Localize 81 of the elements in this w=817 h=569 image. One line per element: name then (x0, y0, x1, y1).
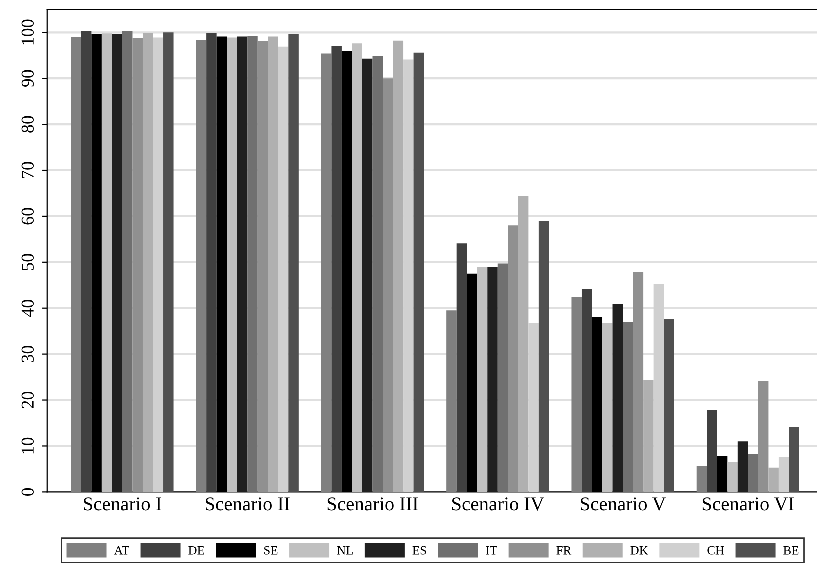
y-tick-label: 0 (22, 488, 34, 496)
bar (758, 380, 769, 492)
bar (477, 267, 488, 492)
bar (633, 272, 644, 492)
bar (268, 36, 278, 492)
x-tick-label: Scenario II (206, 498, 290, 511)
bar (728, 462, 738, 492)
bar (572, 297, 582, 492)
bar (71, 37, 82, 492)
y-tick-label: 20 (22, 392, 34, 409)
bar (206, 33, 217, 492)
bar (664, 319, 674, 492)
y-tick-label: 30 (22, 346, 34, 362)
y-tick-label: 10 (22, 438, 34, 454)
bar (288, 34, 299, 492)
legend-label: FR (556, 546, 572, 555)
bar (456, 244, 468, 492)
legend-label: DK (630, 546, 648, 555)
legend-label: NL (337, 546, 353, 555)
legend-label: SE (264, 546, 278, 555)
x-tick-label: Scenario III (328, 498, 418, 511)
x-tick-label: Scenario V (581, 498, 666, 511)
x-tick-label: Scenario I (84, 498, 162, 511)
bar (132, 38, 143, 492)
bar (778, 457, 790, 492)
legend-label: CH (708, 546, 724, 555)
bar (696, 466, 708, 492)
bar (352, 44, 362, 492)
bar (789, 427, 800, 492)
y-tick-label: 50 (22, 254, 34, 270)
bar (644, 380, 654, 492)
bar (81, 31, 92, 492)
bar (248, 36, 258, 492)
legend-label: ES (412, 546, 426, 555)
y-tick-label: 70 (22, 162, 34, 178)
x-tick-label: Scenario VI (702, 498, 794, 511)
bar (654, 284, 664, 492)
bar (393, 40, 404, 492)
bar (278, 46, 289, 492)
bar (623, 322, 634, 492)
bar (153, 38, 164, 492)
legend-label: AT (114, 546, 130, 555)
bar (508, 226, 518, 492)
bar (414, 52, 424, 492)
legend-label: BE (784, 546, 799, 555)
bar (612, 304, 624, 492)
bar (748, 454, 758, 492)
bar (142, 33, 154, 492)
bar (383, 78, 394, 492)
bar (446, 310, 457, 492)
bar (488, 267, 498, 492)
y-tick-label: 90 (22, 70, 34, 88)
bar (538, 222, 550, 492)
bar (498, 264, 508, 492)
bar (164, 32, 174, 492)
bar (258, 41, 268, 492)
bar (582, 289, 592, 492)
bar (122, 31, 133, 492)
x-tick-label: Scenario IV (452, 498, 544, 511)
bar (738, 442, 748, 492)
bar (372, 56, 384, 492)
legend-label: IT (486, 546, 498, 555)
bar (237, 36, 248, 492)
legend-label: DE (188, 546, 204, 555)
bar (768, 468, 779, 492)
bar (528, 323, 539, 492)
bar (321, 54, 332, 492)
bar (227, 38, 238, 492)
y-tick-label: 80 (22, 116, 34, 133)
bar (518, 196, 529, 492)
bar (602, 323, 613, 492)
y-tick-label: 60 (22, 208, 34, 225)
bar (332, 46, 342, 492)
bar (102, 34, 112, 492)
bar (707, 410, 718, 492)
bar (196, 40, 207, 492)
bar (362, 58, 373, 492)
y-tick-label: 40 (22, 300, 34, 318)
y-tick-label: 100 (22, 20, 34, 45)
bar (404, 60, 414, 492)
bar (112, 34, 122, 492)
